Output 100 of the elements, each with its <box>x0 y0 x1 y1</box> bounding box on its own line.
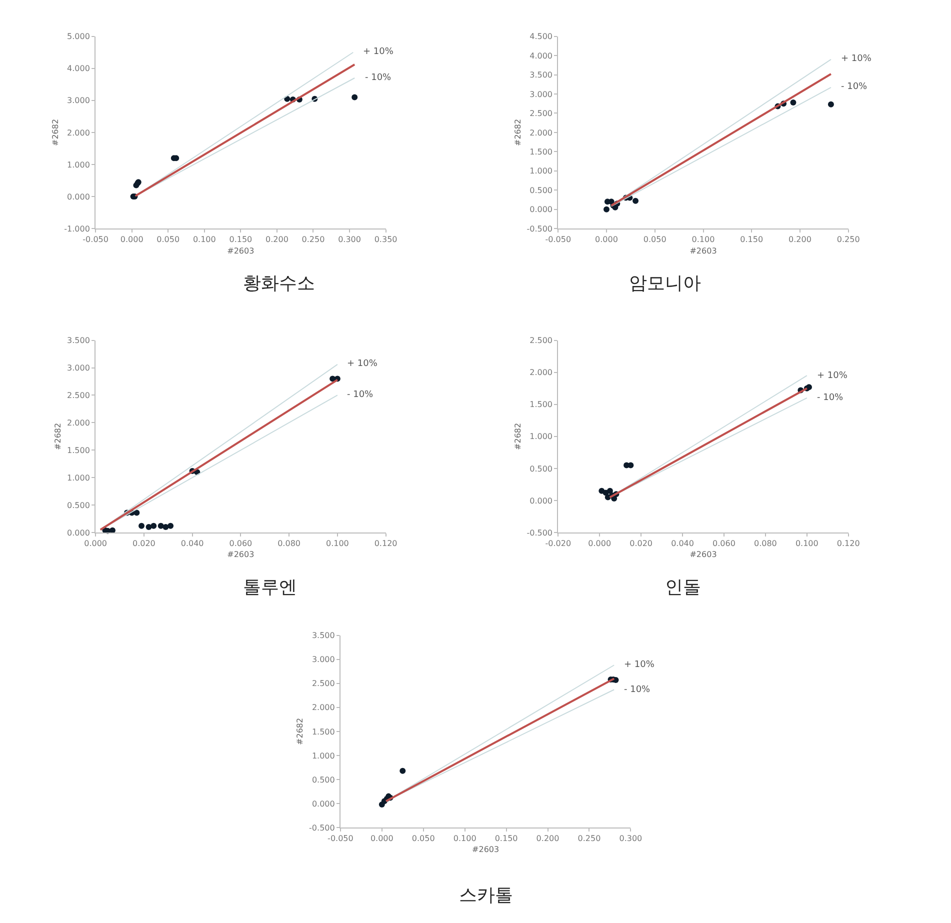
y-tick-label: 0.000 <box>312 799 335 808</box>
y-tick-label: 2.500 <box>67 391 90 400</box>
y-tick-label: 2.000 <box>67 128 90 138</box>
x-tick-label: 0.300 <box>619 834 642 844</box>
y-tick-label: 3.000 <box>530 90 553 99</box>
x-tick-label: 0.040 <box>180 539 204 548</box>
x-tick-label: 0.100 <box>453 834 476 844</box>
y-axis-title: #2682 <box>296 718 305 745</box>
x-tick-label: 0.000 <box>595 235 618 244</box>
y-axis-title: #2682 <box>50 118 60 146</box>
x-tick-label: 0.000 <box>588 539 612 548</box>
y-tick-label: 2.000 <box>530 128 553 138</box>
series-label: + 10% <box>347 359 378 369</box>
y-tick-label: 5.000 <box>67 32 90 42</box>
y-tick-label: 4.000 <box>530 51 553 60</box>
y-tick-label: 3.500 <box>67 336 90 346</box>
x-tick-label: 0.100 <box>192 235 216 244</box>
x-tick-label: 0.120 <box>836 539 860 548</box>
y-tick-label: 1.000 <box>530 432 553 442</box>
y-tick-label: 4.500 <box>530 32 553 42</box>
y-tick-label: 0.500 <box>530 186 553 195</box>
x-tick-label: 0.060 <box>229 539 252 548</box>
x-tick-label: 0.060 <box>712 539 736 548</box>
y-tick-label: 3.000 <box>312 655 335 664</box>
y-tick-label: -0.500 <box>526 224 553 234</box>
text: 인돌 <box>665 577 701 598</box>
x-tick-label: 0.100 <box>326 539 349 548</box>
y-tick-label: 0.000 <box>67 192 90 202</box>
series-label: + 10% <box>363 47 394 57</box>
y-axis-title: #2682 <box>54 422 63 450</box>
text: 스카톨 <box>459 885 513 906</box>
y-tick-label: 0.000 <box>67 528 90 538</box>
y-tick-label: 2.500 <box>530 336 553 346</box>
y-tick-label: 2.000 <box>530 368 553 378</box>
y-tick-label: 4.000 <box>67 64 90 74</box>
y-tick-label: 3.000 <box>67 96 90 106</box>
x-tick-label: -0.050 <box>328 834 354 844</box>
x-tick-label: 0.250 <box>302 235 325 244</box>
x-tick-label: 0.050 <box>156 235 180 244</box>
y-tick-label: -0.500 <box>309 823 335 832</box>
y-tick-label: 1.500 <box>67 446 90 455</box>
series-label: + 10% <box>841 54 872 64</box>
x-axis-title: #2603 <box>227 246 254 256</box>
x-tick-label: 0.350 <box>374 235 398 244</box>
x-tick-label: 0.050 <box>643 235 666 244</box>
x-tick-label: 0.000 <box>120 235 144 244</box>
x-tick-label: -0.050 <box>82 235 108 244</box>
x-tick-label: 0.020 <box>132 539 156 548</box>
y-tick-label: 0.000 <box>530 496 553 506</box>
y-tick-label: 2.500 <box>312 679 335 688</box>
series-label: - 10% <box>347 390 374 400</box>
series-label: + 10% <box>624 660 655 670</box>
x-axis-title: #2603 <box>690 246 717 256</box>
y-axis-title: #2682 <box>513 422 522 450</box>
y-tick-label: 0.500 <box>67 500 90 510</box>
y-tick-label: -1.000 <box>64 224 90 234</box>
x-tick-label: 0.080 <box>754 539 777 548</box>
y-tick-label: 1.000 <box>67 473 90 482</box>
x-axis-title: #2603 <box>472 845 500 854</box>
x-tick-label: 0.150 <box>229 235 252 244</box>
x-axis-title: #2603 <box>227 550 254 560</box>
y-tick-label: 2.500 <box>530 109 553 118</box>
x-tick-label: 0.020 <box>630 539 653 548</box>
y-tick-label: 3.000 <box>67 364 90 373</box>
y-tick-label: 3.500 <box>530 70 553 80</box>
y-tick-label: -0.500 <box>526 528 553 538</box>
x-tick-label: -0.020 <box>545 539 572 548</box>
x-tick-label: 0.050 <box>412 834 435 844</box>
x-tick-label: 0.100 <box>692 235 715 244</box>
text: 톨루엔 <box>243 577 297 598</box>
y-tick-label: 3.500 <box>312 631 335 640</box>
y-tick-label: 1.000 <box>312 751 335 760</box>
x-tick-label: 0.300 <box>338 235 361 244</box>
x-tick-label: 0.250 <box>578 834 601 844</box>
y-tick-label: 0.500 <box>312 775 335 784</box>
y-tick-label: 1.000 <box>530 166 553 176</box>
x-tick-label: 0.200 <box>266 235 288 244</box>
text: 암모니아 <box>629 273 701 294</box>
x-tick-label: 0.040 <box>671 539 694 548</box>
text: 황화수소 <box>243 273 315 294</box>
y-axis-title: #2682 <box>513 118 522 146</box>
x-tick-label: 0.000 <box>370 834 394 844</box>
x-tick-label: 0.150 <box>740 235 764 244</box>
series-label: + 10% <box>817 371 848 381</box>
y-tick-label: 1.500 <box>530 400 553 410</box>
x-tick-label: 0.150 <box>494 834 518 844</box>
series-label: - 10% <box>624 685 651 695</box>
x-tick-label: 0.100 <box>795 539 818 548</box>
y-tick-label: 1.500 <box>312 727 335 736</box>
y-tick-label: 2.000 <box>67 418 90 428</box>
series-label: - 10% <box>841 82 868 92</box>
y-tick-label: 1.000 <box>67 160 90 170</box>
x-tick-label: 0.120 <box>374 539 398 548</box>
y-tick-label: 2.000 <box>312 703 335 712</box>
x-tick-label: 0.200 <box>536 834 560 844</box>
series-label: - 10% <box>365 73 392 83</box>
x-tick-label: 0.200 <box>788 235 812 244</box>
x-tick-label: -0.050 <box>545 235 572 244</box>
x-tick-label: 0.000 <box>84 539 108 548</box>
series-label: - 10% <box>817 393 844 403</box>
